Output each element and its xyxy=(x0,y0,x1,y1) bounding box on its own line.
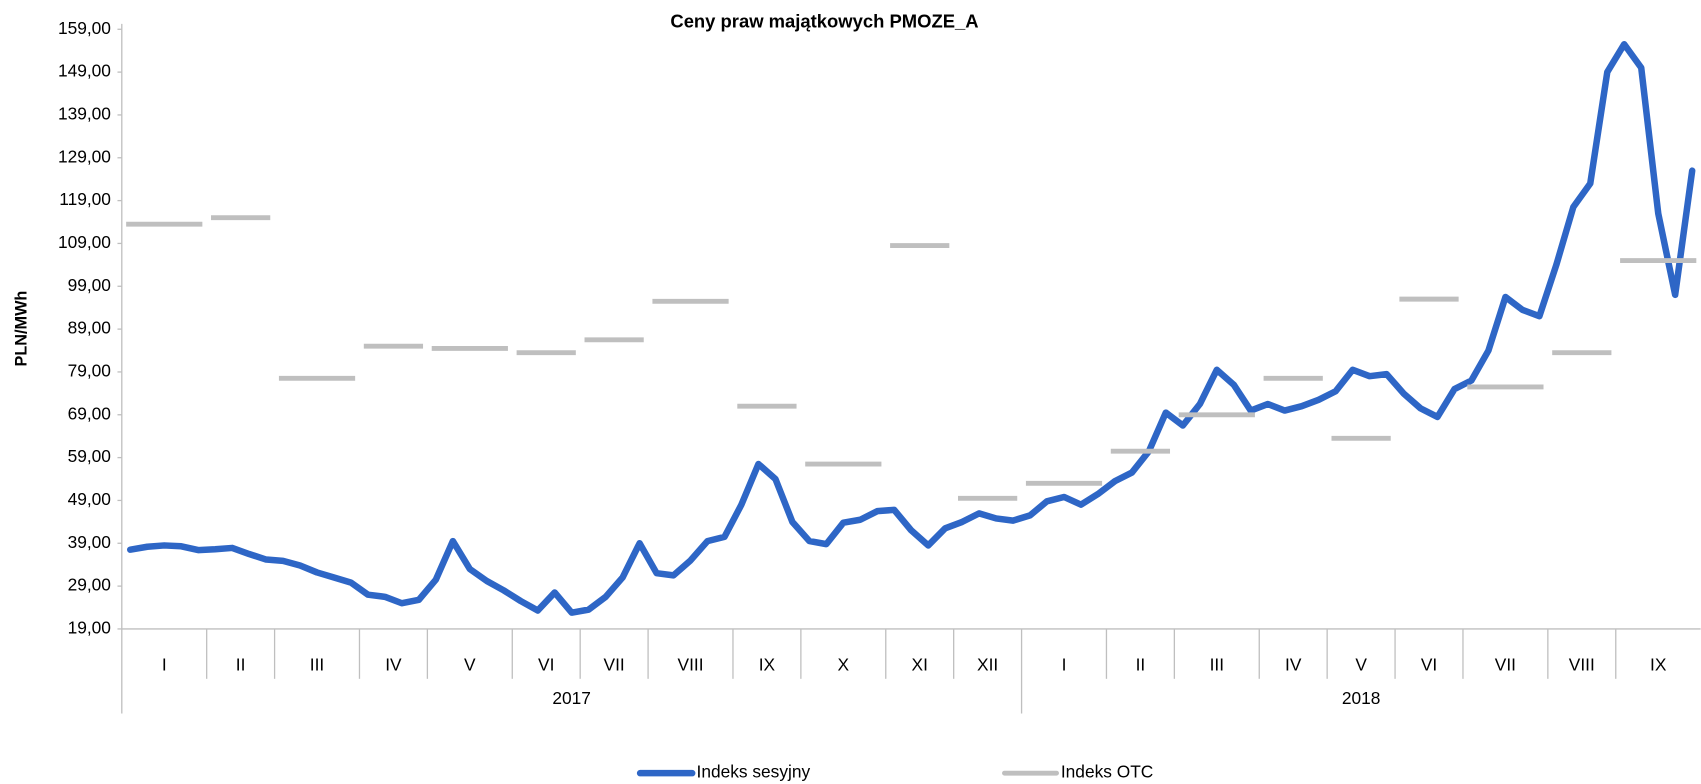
y-tick-label: 39,00 xyxy=(68,532,111,552)
chart-title: Ceny praw majątkowych PMOZE_A xyxy=(670,11,978,32)
y-tick-label: 19,00 xyxy=(68,618,111,638)
y-tick-label: 89,00 xyxy=(68,318,111,338)
x-tick-label: VI xyxy=(538,654,554,674)
x-tick-label: VIII xyxy=(1569,654,1595,674)
y-tick-label: 69,00 xyxy=(68,403,111,423)
x-tick-label: II xyxy=(1136,654,1146,674)
year-label: 2017 xyxy=(552,688,591,708)
x-tick-label: IX xyxy=(1650,654,1667,674)
x-tick-label: XI xyxy=(912,654,928,674)
x-tick-label: IX xyxy=(759,654,776,674)
y-tick-label: 129,00 xyxy=(58,146,111,166)
y-tick-label: 49,00 xyxy=(68,489,111,509)
x-tick-label: VI xyxy=(1421,654,1437,674)
y-tick-label: 159,00 xyxy=(58,18,111,38)
x-tick-label: VII xyxy=(604,654,625,674)
y-tick-label: 109,00 xyxy=(58,232,111,252)
x-tick-label: V xyxy=(1355,654,1367,674)
y-tick-label: 139,00 xyxy=(58,104,111,124)
x-tick-label: II xyxy=(236,654,246,674)
x-tick-label: X xyxy=(838,654,850,674)
x-tick-label: IV xyxy=(385,654,402,674)
x-tick-label: IV xyxy=(1285,654,1302,674)
line-series xyxy=(127,40,1696,616)
x-tick-label: VIII xyxy=(678,654,704,674)
y-tick-label: 29,00 xyxy=(68,575,111,595)
y-tick-label: 59,00 xyxy=(68,446,111,466)
x-tick-label: III xyxy=(310,654,324,674)
legend-label: Indeks sesyjny xyxy=(697,762,811,782)
x-tick-label: III xyxy=(1210,654,1224,674)
y-tick-label: 119,00 xyxy=(59,189,111,209)
x-tick-label: XII xyxy=(977,654,998,674)
x-tick-label: V xyxy=(464,654,476,674)
year-label: 2018 xyxy=(1342,688,1381,708)
y-tick-label: 149,00 xyxy=(58,61,111,81)
legend-label: Indeks OTC xyxy=(1061,762,1153,782)
x-tick-label: VII xyxy=(1495,654,1516,674)
x-tick-label: I xyxy=(162,654,167,674)
x-tick-label: I xyxy=(1062,654,1067,674)
y-tick-label: 99,00 xyxy=(68,275,111,295)
y-axis-label: PLN/MWh xyxy=(12,291,30,367)
y-tick-label: 79,00 xyxy=(68,361,111,381)
